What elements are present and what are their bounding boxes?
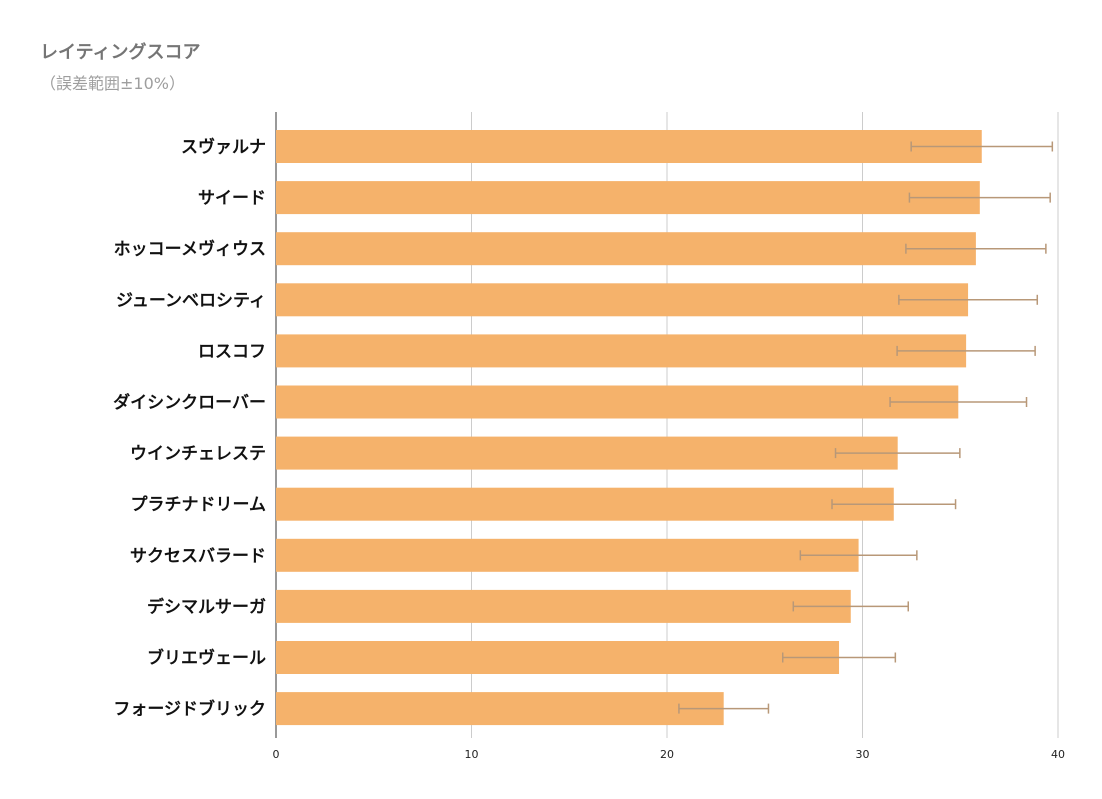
category-label: ウインチェレステ — [130, 444, 266, 464]
chart-title: レイティングスコア — [40, 42, 201, 63]
category-label: ジューンベロシティ — [116, 291, 266, 311]
bar — [276, 385, 959, 419]
category-label: ダイシンクローバー — [113, 392, 266, 413]
category-label: サイード — [198, 189, 266, 209]
error-bar — [898, 294, 1039, 305]
bar — [276, 538, 859, 572]
error-bar — [910, 141, 1054, 152]
error-bar — [781, 652, 897, 663]
category-label: サクセスバラード — [130, 546, 266, 566]
error-bar — [905, 243, 1047, 254]
x-tick-label: 20 — [660, 748, 674, 761]
category-label: ブリエヴェール — [147, 648, 266, 669]
chart-subtitle: （誤差範囲±10%） — [40, 74, 185, 93]
bar — [276, 181, 980, 215]
x-tick-label: 40 — [1051, 748, 1065, 761]
x-tick-label: 10 — [465, 748, 479, 761]
bar — [276, 436, 898, 470]
bar — [276, 283, 969, 317]
bar — [276, 589, 851, 623]
error-bar — [908, 192, 1051, 203]
error-bar — [799, 550, 918, 561]
bar — [276, 487, 894, 521]
error-bar — [889, 397, 1028, 407]
bar — [276, 130, 982, 163]
x-tick-label: 0 — [273, 748, 280, 761]
category-label: ロスコフ — [198, 342, 266, 362]
category-labels: スヴァルナサイードホッコーメヴィウスジューンベロシティロスコフダイシンクローバー… — [113, 137, 266, 720]
category-label: フォージドブリック — [113, 699, 266, 720]
error-bar — [678, 703, 770, 714]
grid-lines — [275, 112, 1059, 738]
error-bar — [831, 499, 957, 510]
error-bar — [896, 345, 1036, 356]
category-label: プラチナドリーム — [131, 494, 267, 515]
bars — [276, 130, 982, 726]
bar — [276, 232, 976, 266]
x-tick-label: 30 — [856, 748, 870, 761]
x-tick-labels: 0 10 20 30 40 — [273, 748, 1066, 761]
category-label: ホッコーメヴィウス — [114, 239, 266, 260]
bar — [276, 641, 840, 674]
error-bar — [834, 448, 961, 459]
bar — [276, 692, 724, 726]
category-label: デシマルサーガ — [147, 596, 266, 617]
error-bar — [792, 601, 909, 612]
category-label: スヴァルナ — [181, 137, 266, 158]
error-bars — [678, 141, 1054, 714]
bar — [276, 334, 967, 368]
